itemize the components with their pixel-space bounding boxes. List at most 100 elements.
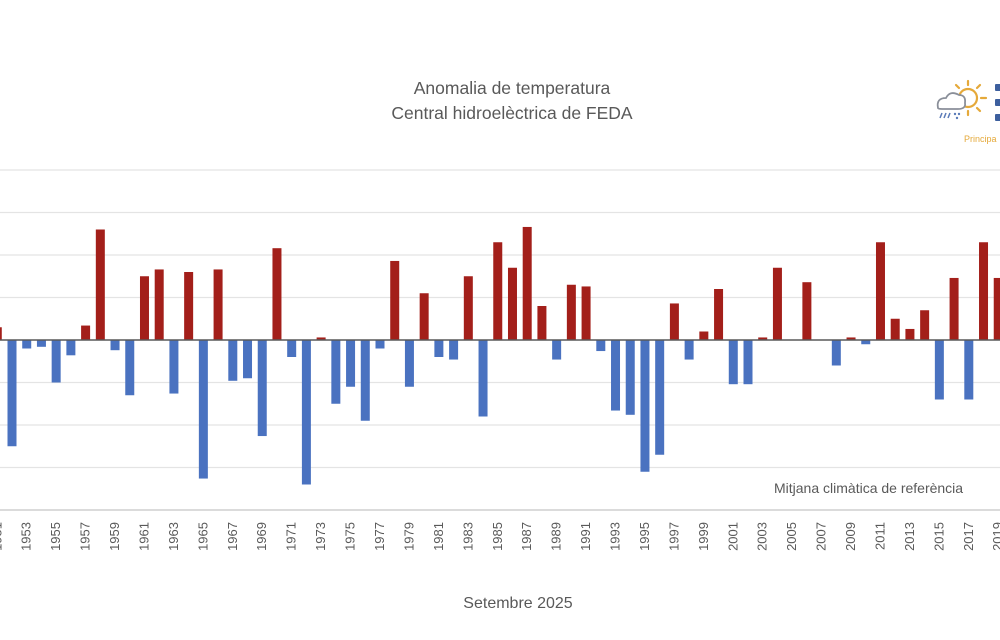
bar-1956 [66, 340, 76, 356]
x-tick-label: 1995 [637, 522, 652, 551]
x-tick-label: 2015 [931, 522, 946, 551]
logo-letter-mark [995, 99, 1000, 106]
x-tick-label: 1957 [78, 522, 93, 551]
logo-letter-mark [995, 114, 1000, 121]
bar-1985 [493, 242, 503, 340]
bar-1970 [272, 248, 282, 340]
bar-1979 [404, 340, 414, 387]
bar-2000 [714, 289, 724, 340]
bar-1983 [463, 276, 473, 340]
bar-1993 [611, 340, 621, 411]
bar-1978 [390, 260, 400, 340]
x-tick-label: 1967 [225, 522, 240, 551]
bar-2004 [772, 267, 782, 340]
bar-1967 [228, 340, 238, 381]
x-tick-label: 2003 [755, 522, 770, 551]
x-tick-label: 1985 [490, 522, 505, 551]
bar-1975 [346, 340, 356, 387]
x-tick-label: 1961 [136, 522, 151, 551]
bar-1965 [198, 340, 208, 479]
bar-1954 [36, 340, 46, 347]
x-tick-label: 1977 [372, 522, 387, 551]
x-tick-label: 1989 [549, 522, 564, 551]
bar-1996 [655, 340, 665, 455]
bar-1968 [243, 340, 253, 379]
bars [0, 226, 1000, 485]
bar-1997 [669, 303, 679, 340]
bar-2009 [846, 337, 856, 340]
bar-1973 [316, 337, 326, 340]
weather-service-logo [930, 78, 1000, 148]
bar-1984 [478, 340, 488, 417]
gridlines [0, 169, 1000, 511]
bar-1969 [257, 340, 267, 437]
bar-2008 [831, 340, 841, 366]
bar-1986 [507, 267, 517, 340]
bar-1958 [95, 229, 105, 340]
chart-subtitle: Central hidroelèctrica de FEDA [391, 103, 633, 123]
bar-1957 [81, 325, 91, 340]
bar-1962 [154, 269, 164, 340]
bar-2013 [905, 328, 915, 340]
x-tick-label: 1973 [313, 522, 328, 551]
bar-1994 [625, 340, 635, 415]
bar-2018 [979, 242, 989, 340]
bar-1992 [596, 340, 606, 352]
bar-1959 [110, 340, 120, 351]
bar-2006 [802, 282, 812, 340]
x-tick-label: 1993 [608, 522, 623, 551]
bar-1980 [419, 293, 429, 340]
x-tick-label: 1981 [431, 522, 446, 551]
x-tick-label: 2013 [902, 522, 917, 551]
bar-1953 [22, 340, 32, 349]
x-tick-label: 2019 [990, 522, 1000, 551]
x-tick-label: 1997 [666, 522, 681, 551]
bar-2003 [758, 337, 768, 340]
x-tick-label: 1965 [195, 522, 210, 551]
x-tick-label: 1955 [48, 522, 63, 551]
x-tick-label: 2007 [814, 522, 829, 551]
x-axis-caption: Setembre 2025 [463, 595, 573, 612]
x-tick-label: 1959 [107, 522, 122, 551]
bar-1988 [537, 306, 547, 340]
bar-1966 [213, 269, 223, 340]
x-tick-label: 2017 [961, 522, 976, 551]
x-tick-label: 1963 [166, 522, 181, 551]
bar-2010 [861, 340, 871, 345]
x-tick-label: 2009 [843, 522, 858, 551]
bar-1998 [684, 340, 694, 360]
x-tick-label: 1951 [0, 522, 4, 551]
x-tick-label: 1991 [578, 522, 593, 551]
bar-1989 [552, 340, 562, 360]
bar-1999 [699, 331, 709, 340]
bar-1987 [522, 226, 532, 340]
x-tick-labels: 1951 1953 1955 1957 1959 1961 1963 1965 1967 1969… [0, 522, 1000, 551]
bar-1995 [640, 340, 650, 472]
x-tick-label: 1971 [284, 522, 299, 551]
bar-1964 [184, 272, 194, 340]
sun-cloud-rain-icon [936, 79, 988, 120]
bar-2019 [993, 277, 1000, 340]
bar-1991 [581, 286, 591, 340]
x-tick-label: 1999 [696, 522, 711, 551]
x-tick-label: 1975 [343, 522, 358, 551]
bar-1971 [287, 340, 297, 357]
bar-2017 [964, 340, 974, 400]
reference-annotation: Mitjana climàtica de referència [774, 480, 964, 496]
bar-1972 [301, 340, 311, 485]
x-tick-label: 1979 [401, 522, 416, 551]
bar-1952 [7, 340, 17, 447]
bar-1955 [51, 340, 61, 383]
x-tick-label: 1969 [254, 522, 269, 551]
logo-text: Principa [964, 134, 997, 144]
x-tick-label: 2011 [872, 522, 887, 550]
bar-1982 [449, 340, 459, 360]
bar-1990 [566, 284, 576, 340]
bar-2012 [890, 318, 900, 340]
x-tick-label: 1983 [460, 522, 475, 551]
bar-1963 [169, 340, 179, 394]
logo-letter-mark [995, 84, 1000, 91]
bar-2015 [934, 340, 944, 400]
bar-1977 [375, 340, 385, 349]
